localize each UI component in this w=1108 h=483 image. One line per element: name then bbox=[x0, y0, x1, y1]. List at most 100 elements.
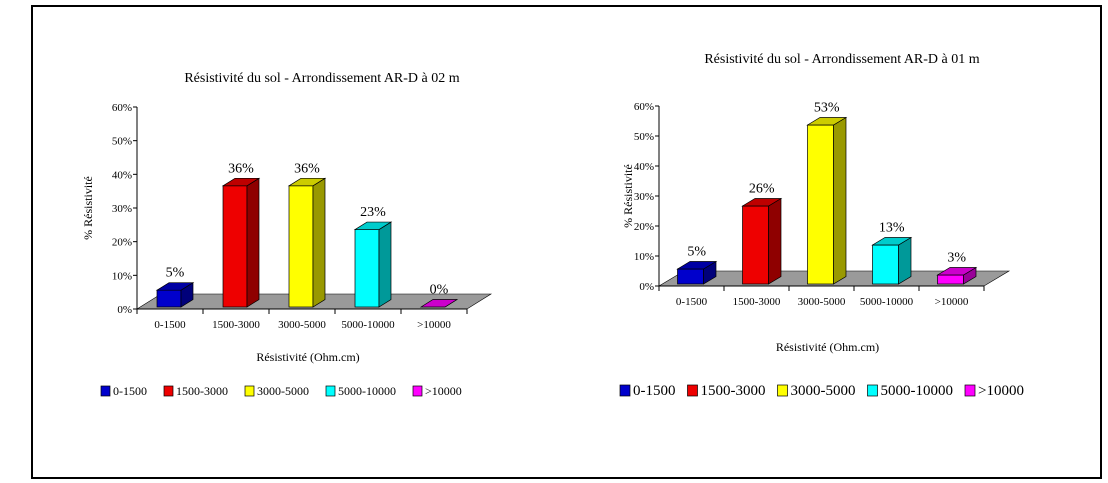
y-tick-label: 60% bbox=[634, 101, 654, 113]
y-axis-label: % Résistivité bbox=[621, 164, 635, 228]
legend-swatch bbox=[867, 384, 878, 397]
legend-label: 5000-10000 bbox=[881, 383, 954, 399]
x-tick-label: 5000-10000 bbox=[860, 296, 914, 308]
y-tick-label: 0% bbox=[639, 281, 654, 293]
bar-front bbox=[222, 185, 248, 308]
legend-swatch bbox=[100, 385, 111, 397]
bar-top bbox=[676, 261, 718, 270]
y-tick-label: 30% bbox=[112, 203, 132, 215]
bar-front bbox=[156, 289, 182, 308]
x-tick-label: >10000 bbox=[417, 319, 451, 331]
y-tick-label: 10% bbox=[634, 251, 654, 263]
legend-label: 1500-3000 bbox=[176, 384, 228, 398]
x-axis-label: Résistivité (Ohm.cm) bbox=[776, 340, 879, 354]
bar-side bbox=[246, 177, 260, 308]
bar-top bbox=[155, 282, 195, 291]
data-label: 13% bbox=[879, 221, 905, 236]
bar-side bbox=[312, 177, 326, 308]
x-tick-label: 0-1500 bbox=[154, 319, 186, 331]
legend-label: >10000 bbox=[978, 383, 1024, 399]
legend-label: 3000-5000 bbox=[791, 383, 856, 399]
chart-title: Résistivité du sol - Arrondissement AR-D… bbox=[184, 71, 459, 86]
legend-label: 3000-5000 bbox=[257, 384, 309, 398]
chart-2: Résistivité du sol - Arrondissement AR-D… bbox=[619, 52, 1024, 399]
bar-1 bbox=[155, 282, 195, 308]
y-tick-label: 10% bbox=[112, 270, 132, 282]
data-label: 3% bbox=[947, 251, 966, 266]
bar-2 bbox=[741, 197, 783, 285]
bar-top bbox=[419, 299, 459, 308]
chart-1: Résistivité du sol - Arrondissement AR-D… bbox=[81, 71, 493, 398]
y-tick-label: 0% bbox=[117, 304, 132, 316]
legend-swatch bbox=[244, 385, 255, 397]
y-tick-label: 40% bbox=[634, 161, 654, 173]
legend-label: 0-1500 bbox=[113, 384, 147, 398]
legend-label: >10000 bbox=[425, 384, 462, 398]
y-tick-label: 60% bbox=[112, 102, 132, 114]
data-label: 23% bbox=[360, 205, 386, 220]
legend-swatch bbox=[687, 384, 698, 397]
bar-side bbox=[768, 197, 782, 285]
bar-top bbox=[221, 177, 261, 187]
bar-top bbox=[287, 177, 327, 187]
bar-top bbox=[936, 267, 978, 276]
y-tick-label: 30% bbox=[634, 191, 654, 203]
figure-frame bbox=[31, 5, 1102, 479]
x-tick-label: 1500-3000 bbox=[733, 296, 781, 308]
bar-front bbox=[742, 205, 769, 285]
bar-front bbox=[354, 229, 380, 308]
legend-swatch bbox=[163, 385, 174, 397]
bar-5 bbox=[936, 266, 978, 285]
bar-3 bbox=[806, 116, 848, 285]
x-tick-label: >10000 bbox=[935, 296, 969, 308]
data-label: 5% bbox=[166, 266, 185, 281]
bar-front bbox=[937, 274, 964, 285]
data-label: 26% bbox=[749, 182, 775, 197]
data-label: 5% bbox=[687, 245, 706, 260]
legend-swatch bbox=[619, 384, 631, 397]
bar-4 bbox=[353, 221, 393, 308]
data-label: 36% bbox=[228, 161, 254, 176]
bar-front bbox=[677, 268, 704, 285]
bar-top bbox=[741, 198, 783, 207]
legend-label: 1500-3000 bbox=[701, 383, 766, 399]
legend-label: 5000-10000 bbox=[338, 384, 396, 398]
y-tick-label: 40% bbox=[112, 169, 132, 181]
legend-swatch bbox=[777, 384, 788, 397]
y-tick-label: 50% bbox=[634, 131, 654, 143]
legend-swatch bbox=[412, 385, 423, 397]
chart-title: Résistivité du sol - Arrondissement AR-D… bbox=[704, 52, 979, 67]
y-tick-label: 20% bbox=[634, 221, 654, 233]
bar-4 bbox=[871, 236, 913, 285]
legend: 0-1500 1500-3000 3000-5000 5000-10000 >10000 bbox=[619, 383, 1024, 399]
y-axis-label: % Résistivité bbox=[81, 176, 95, 240]
bar-top bbox=[353, 221, 393, 230]
legend-label: 0-1500 bbox=[633, 383, 676, 399]
x-axis-label: Résistivité (Ohm.cm) bbox=[256, 350, 359, 364]
bar-2 bbox=[221, 177, 261, 308]
bar-top bbox=[806, 117, 848, 126]
data-label: 53% bbox=[814, 101, 840, 116]
legend-swatch bbox=[325, 385, 336, 397]
data-label: 36% bbox=[294, 161, 320, 176]
bar-1 bbox=[676, 260, 718, 285]
bar-front bbox=[807, 124, 834, 285]
y-tick-label: 50% bbox=[112, 136, 132, 148]
legend-swatch bbox=[964, 384, 976, 397]
y-tick-label: 20% bbox=[112, 237, 132, 249]
bar-side bbox=[833, 116, 847, 285]
x-tick-label: 0-1500 bbox=[676, 296, 708, 308]
x-tick-label: 3000-5000 bbox=[278, 319, 326, 331]
data-label: 0% bbox=[430, 283, 449, 298]
bar-front bbox=[288, 185, 314, 308]
x-tick-label: 3000-5000 bbox=[798, 296, 846, 308]
bar-top bbox=[871, 237, 913, 246]
x-tick-label: 1500-3000 bbox=[212, 319, 260, 331]
bar-side bbox=[378, 221, 392, 308]
bar-front bbox=[872, 244, 899, 285]
x-tick-label: 5000-10000 bbox=[341, 319, 395, 331]
bar-5 bbox=[419, 299, 459, 308]
legend: 0-1500 1500-3000 3000-5000 5000-10000 >10000 bbox=[100, 384, 462, 398]
bar-3 bbox=[287, 177, 327, 308]
